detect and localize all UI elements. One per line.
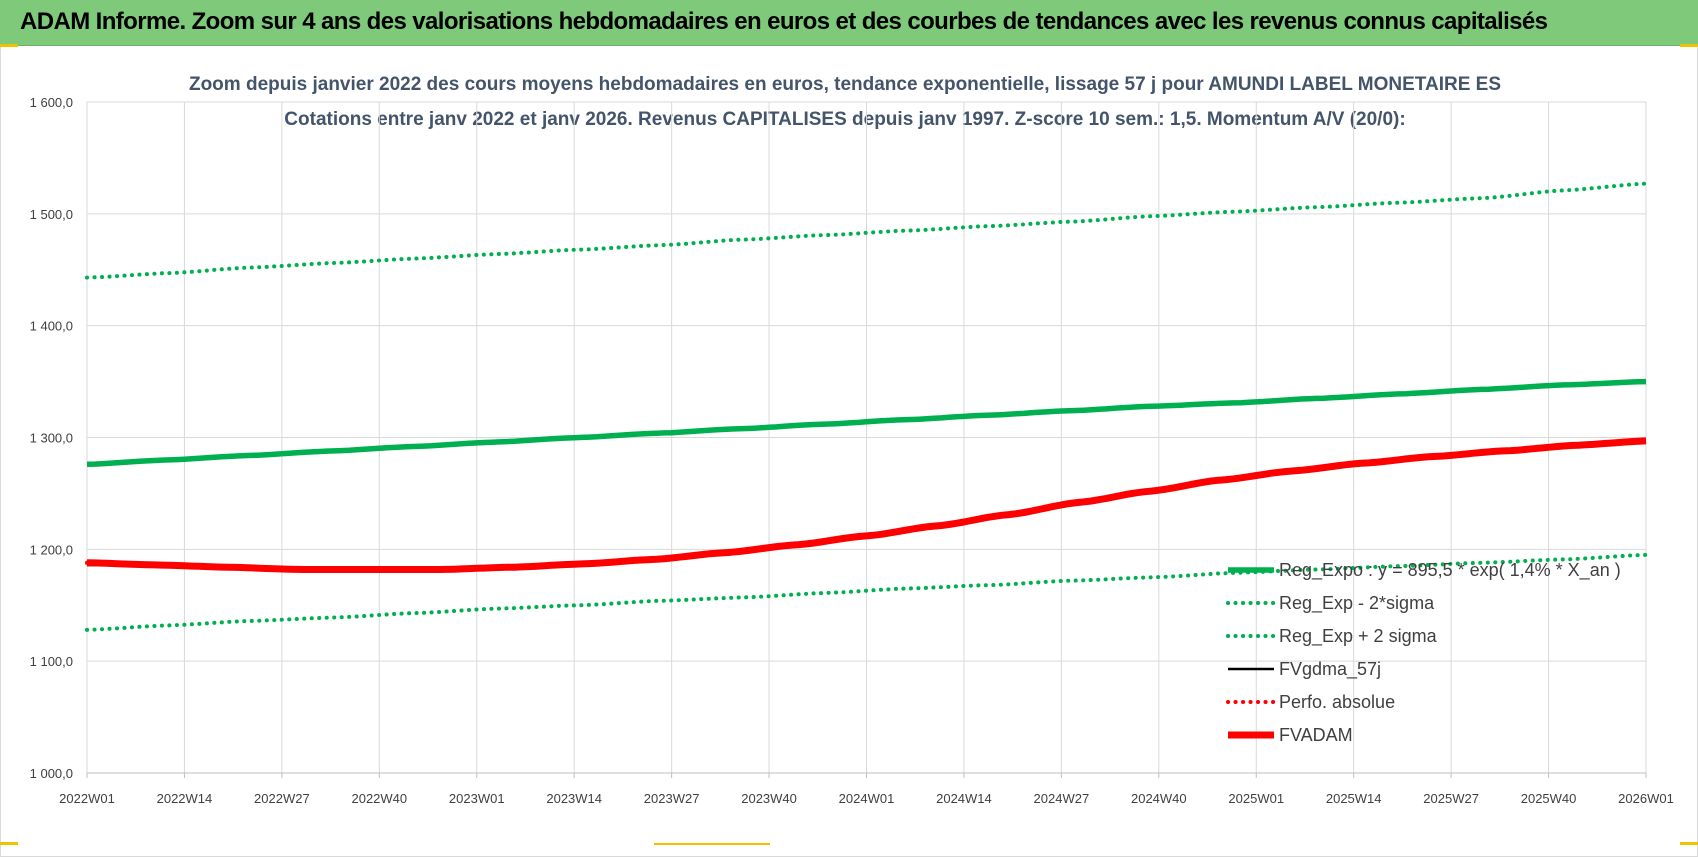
x-tick-label: 2023W01 [449,791,505,806]
series-line-reg-exp-2-sigma [85,552,1648,632]
y-tick-label: 1 600,0 [30,95,73,110]
legend-label: Reg_Exp - 2*sigma [1279,593,1435,614]
x-tick-label: 2023W14 [546,791,602,806]
y-tick-label: 1 300,0 [30,431,73,446]
legend: Reg_Expo : y = 895,5 * exp( 1,4% * X_an … [1226,560,1621,745]
x-tick-label: 2022W14 [157,791,213,806]
legend-label: Perfo. absolue [1279,692,1395,712]
y-tick-label: 1 200,0 [30,542,73,557]
x-tick-label: 2022W27 [254,791,310,806]
legend-label: Reg_Expo : y = 895,5 * exp( 1,4% * X_an … [1279,560,1621,581]
legend-label: FVADAM [1279,725,1353,745]
x-tick-label: 2022W01 [59,791,115,806]
chart-title-line-2: Cotations entre janv 2022 et janv 2026. … [284,109,1405,130]
legend-label: Reg_Exp + 2 sigma [1279,626,1438,647]
series-line-reg-expo-y-895-5-exp-1-4-x-an [86,378,1647,468]
page-title: ADAM Informe. Zoom sur 4 ans des valoris… [20,8,1548,35]
y-tick-label: 1 000,0 [30,766,73,781]
frame-corner-top-left [0,44,18,47]
x-tick-label: 2025W01 [1228,791,1284,806]
y-tick-label: 1 100,0 [30,654,73,669]
chart-title-line-1: Zoom depuis janvier 2022 des cours moyen… [189,74,1501,95]
header-bar: ADAM Informe. Zoom sur 4 ans des valoris… [0,0,1698,46]
x-tick-label: 2025W27 [1423,791,1479,806]
x-tick-label: 2026W01 [1618,791,1674,806]
x-tick-label: 2023W40 [741,791,797,806]
y-tick-label: 1 400,0 [30,319,73,334]
x-tick-label: 2023W27 [644,791,700,806]
y-tick-label: 1 500,0 [30,207,73,222]
axes: 1 000,0 1 100,0 1 200,0 1 300,0 1 400,0 1 500… [30,95,1674,806]
frame-corner-bottom-left [0,842,18,845]
x-tick-label: 2024W01 [839,791,895,806]
x-tick-label: 2025W40 [1521,791,1577,806]
frame-marker-bottom-center [654,843,770,845]
series-line-fvadam [86,437,1647,573]
x-tick-label: 2024W27 [1034,791,1090,806]
x-tick-label: 2022W40 [351,791,407,806]
frame-corner-bottom-right [1680,842,1698,845]
x-tick-label: 2025W14 [1326,791,1382,806]
legend-label: FVgdma_57j [1279,659,1381,680]
x-tick-label: 2024W40 [1131,791,1187,806]
series-line-reg-exp-2-sigma [85,181,1648,280]
series-layer [85,181,1648,632]
chart-title: Zoom depuis janvier 2022 des cours moyen… [189,74,1501,130]
frame-corner-top-right [1680,44,1698,47]
x-tick-label: 2024W14 [936,791,992,806]
